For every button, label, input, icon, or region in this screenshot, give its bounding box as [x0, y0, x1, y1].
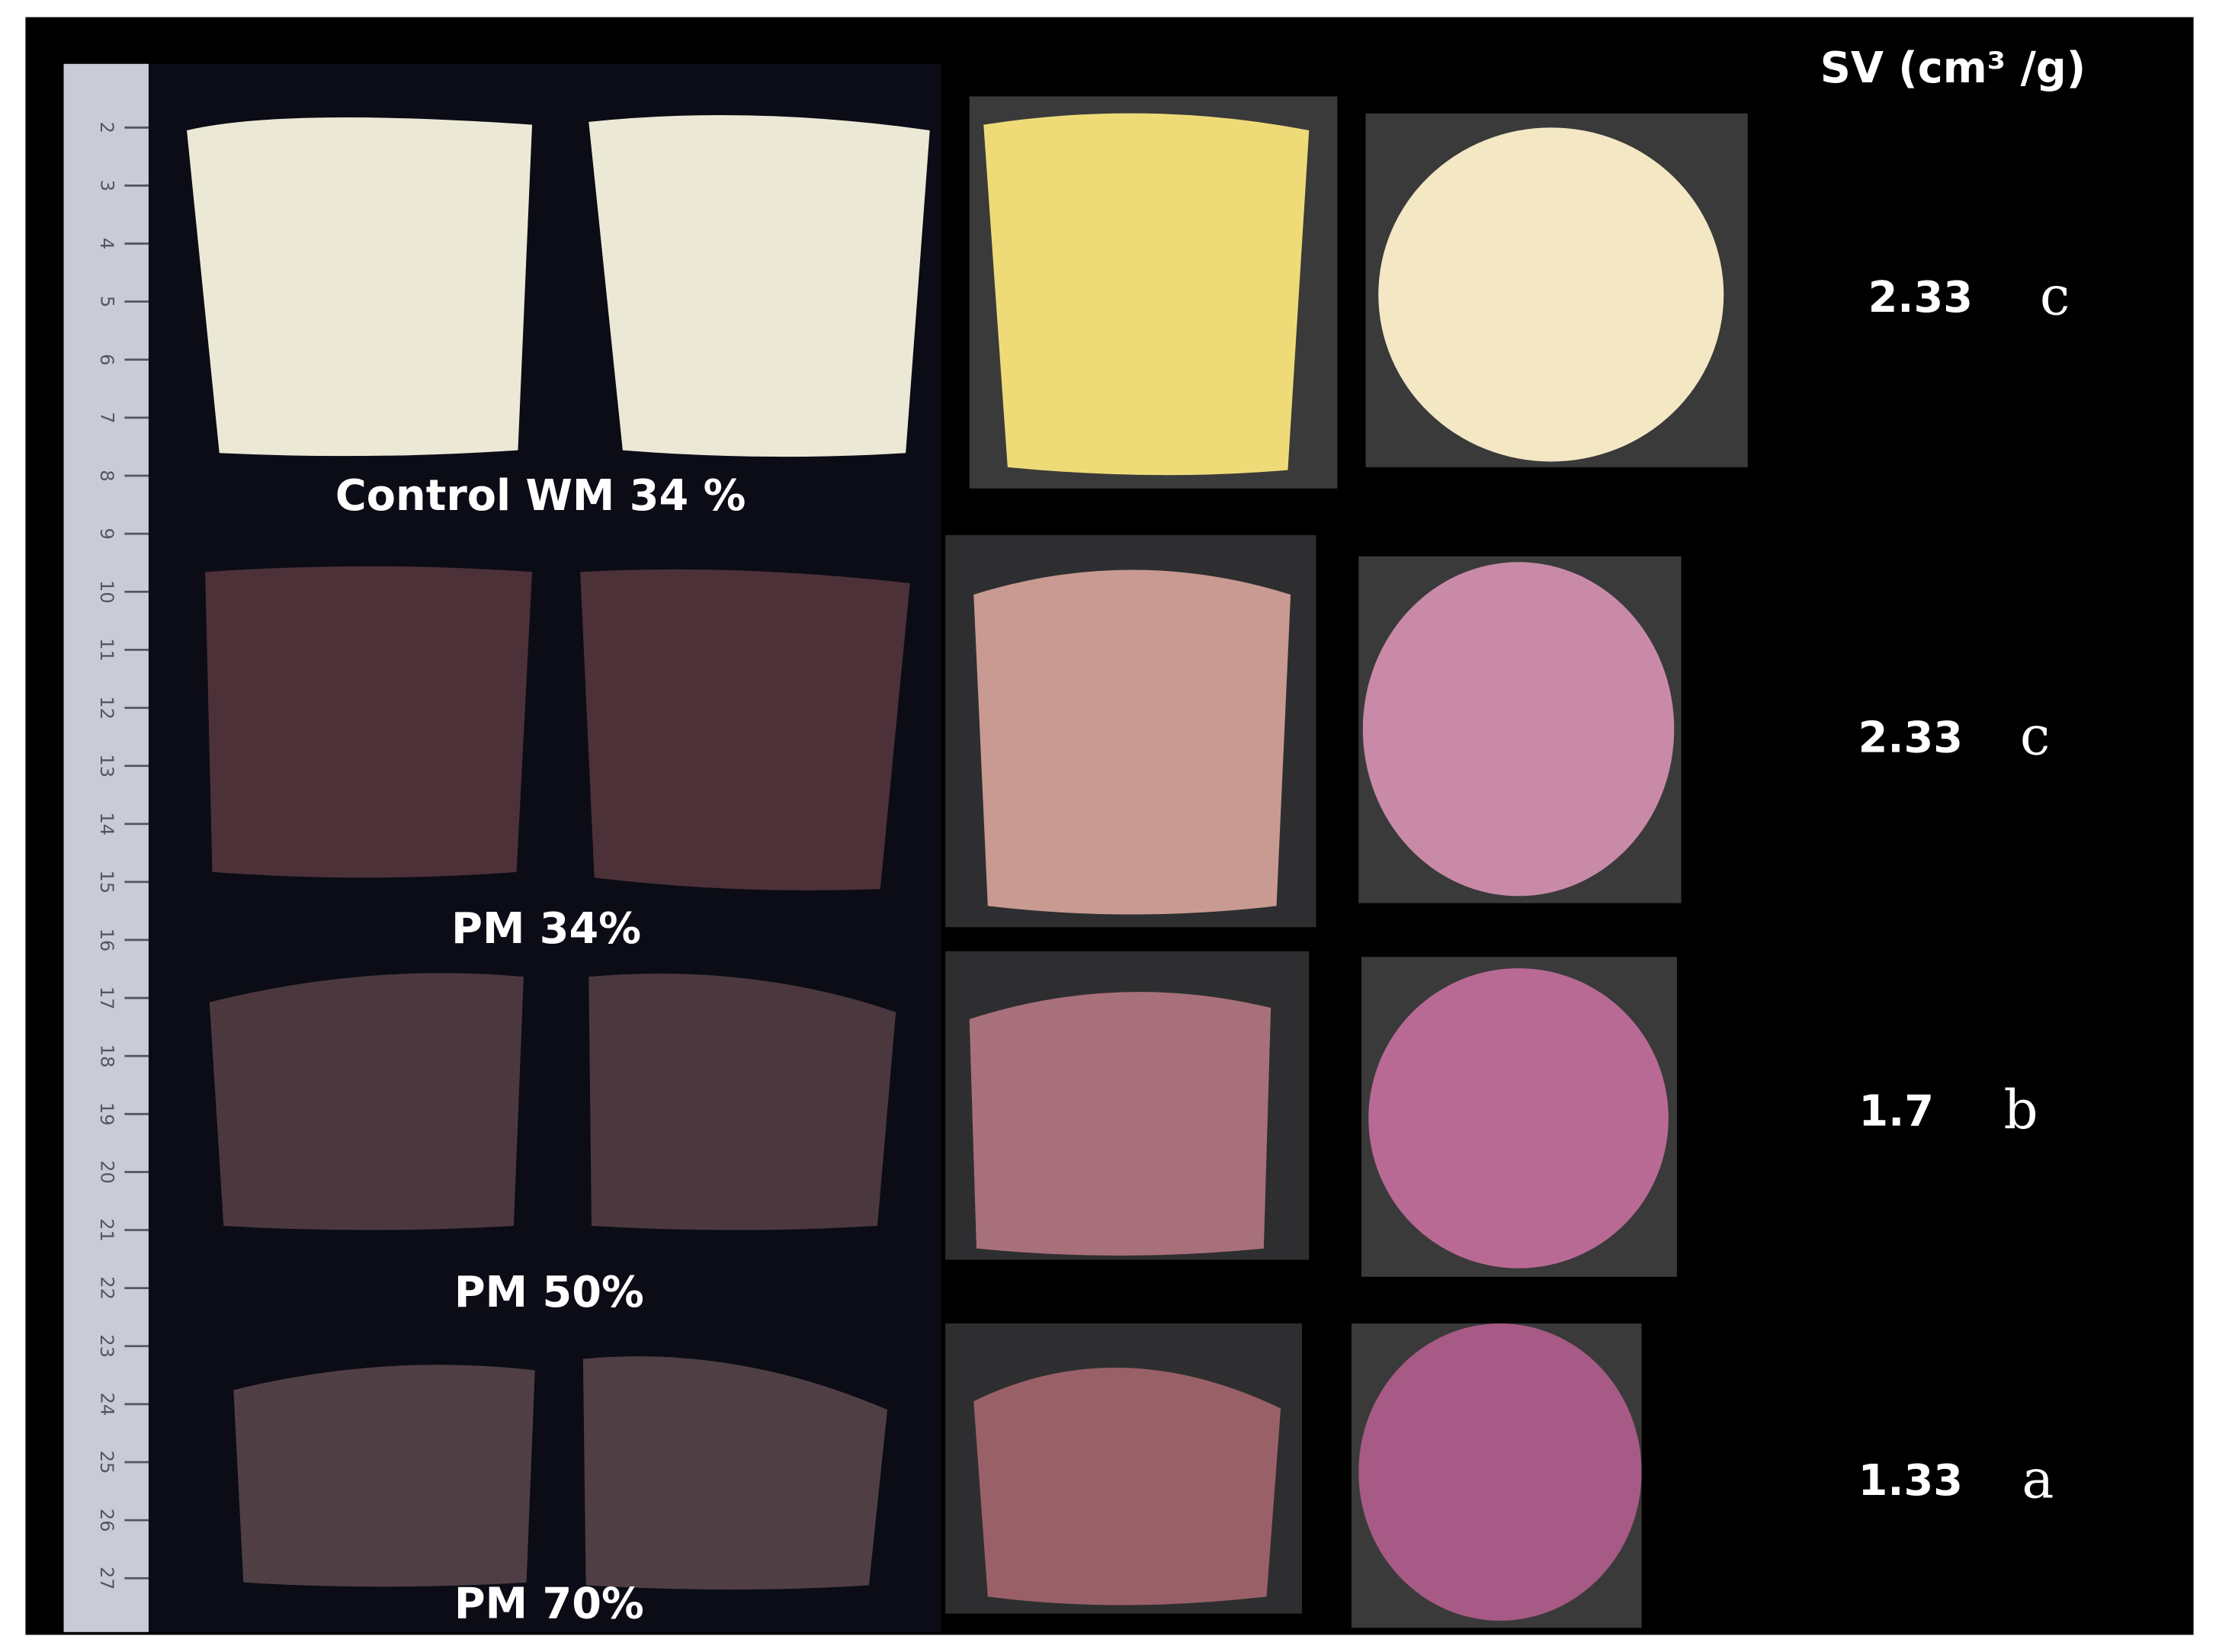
ruler-label: 3: [96, 180, 117, 191]
bread-side: [973, 1367, 1281, 1605]
row-label: Control WM 34 %: [335, 471, 746, 521]
ruler-label: 4: [96, 238, 117, 249]
row-label: PM 50%: [454, 1268, 644, 1317]
bread-slice: [209, 973, 524, 1230]
ruler-ticks: 2345678910111213141516171819202122232425…: [96, 122, 149, 1590]
ruler-label: 20: [96, 1160, 117, 1184]
ruler-label: 11: [96, 638, 117, 662]
bread-top: [1368, 968, 1669, 1269]
ruler-label: 22: [96, 1276, 117, 1300]
bread-top: [1378, 127, 1724, 462]
sv-value: 2.33: [1868, 273, 1973, 322]
ruler-label: 13: [96, 754, 117, 778]
bread-side: [973, 569, 1291, 915]
bread-slice: [233, 1365, 535, 1587]
bread-slice: [582, 1356, 888, 1590]
ruler-label: 16: [96, 929, 117, 952]
sv-group: a: [2022, 1448, 2054, 1510]
rows: Control WM 34 % 2.33 c PM 34% 2.33 c PM 50% 1.7…: [335, 265, 2070, 1628]
bread-slice: [580, 569, 910, 890]
ruler-label: 18: [96, 1044, 117, 1068]
ruler-label: 19: [96, 1102, 117, 1126]
ruler-label: 24: [96, 1393, 117, 1416]
ruler-label: 2: [96, 122, 117, 133]
ruler-label: 15: [96, 870, 117, 893]
ruler-label: 10: [96, 580, 117, 604]
ruler-label: 7: [96, 412, 117, 423]
bread-slice: [205, 566, 533, 878]
bread-top: [1362, 562, 1675, 897]
ruler-label: 6: [96, 354, 117, 365]
ruler-label: 25: [96, 1451, 117, 1474]
row-label: PM 34%: [451, 904, 641, 954]
row-label: PM 70%: [454, 1579, 644, 1628]
ruler-label: 27: [96, 1567, 117, 1590]
ruler-label: 9: [96, 528, 117, 539]
ruler-label: 23: [96, 1334, 117, 1358]
sv-group: c: [2040, 265, 2070, 327]
bread-side: [969, 992, 1271, 1256]
ruler-label: 26: [96, 1509, 117, 1532]
bread-side: [983, 113, 1310, 476]
ruler: [63, 63, 149, 1632]
sv-value: 2.33: [1858, 713, 1963, 762]
ruler-label: 17: [96, 986, 117, 1010]
bread-slice: [187, 117, 533, 457]
bread-slice: [588, 974, 896, 1230]
bread-top: [1358, 1323, 1642, 1621]
sv-group: c: [2020, 705, 2051, 768]
ruler-label: 21: [96, 1218, 117, 1242]
ruler-label: 5: [96, 296, 117, 307]
ruler-label: 12: [96, 696, 117, 720]
sv-value: 1.33: [1858, 1456, 1963, 1506]
bread-slice: [588, 114, 930, 457]
sv-value: 1.7: [1858, 1086, 1934, 1136]
sv-group: b: [2004, 1079, 2038, 1141]
sv-header: SV (cm³ /g): [1820, 43, 2086, 93]
ruler-label: 14: [96, 812, 117, 836]
ruler-label: 8: [96, 470, 117, 481]
